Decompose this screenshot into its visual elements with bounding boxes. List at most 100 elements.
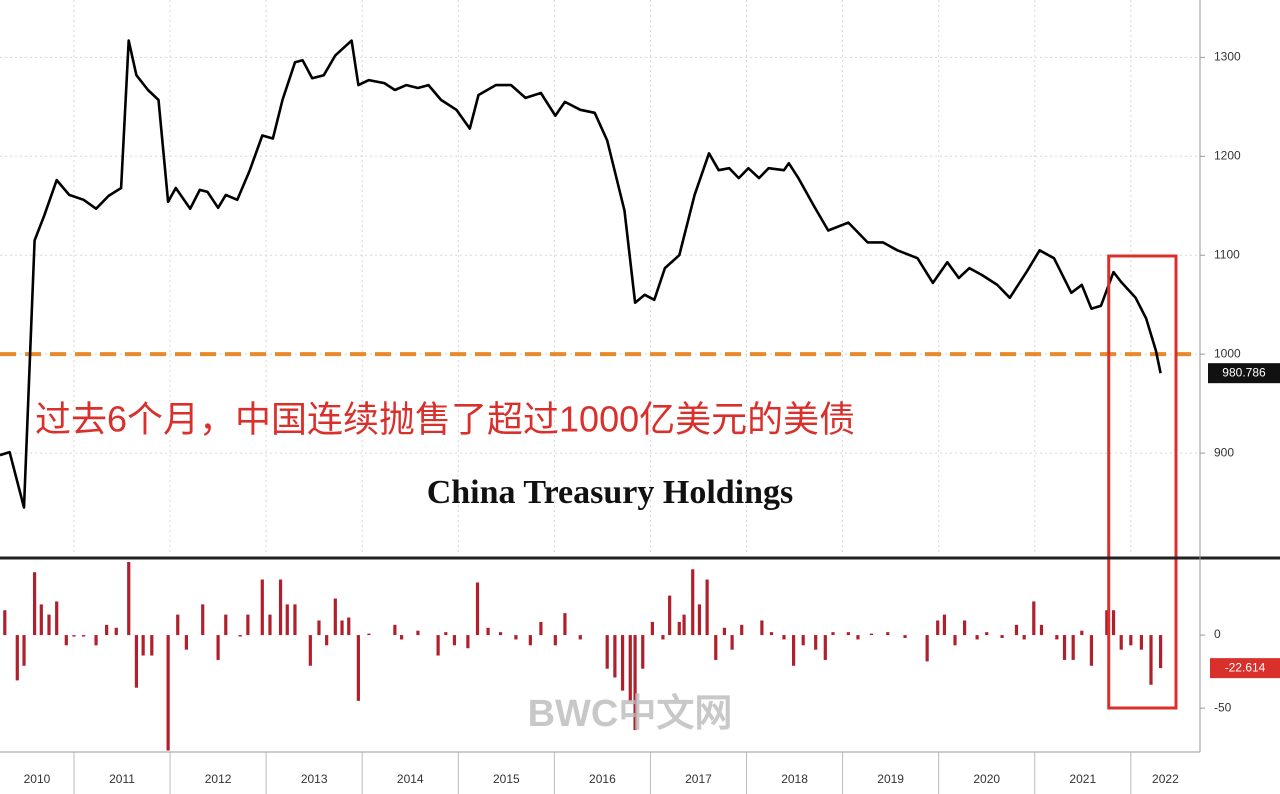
last-value-label: 980.786 [1222,365,1266,379]
bar [740,624,744,636]
bar [498,632,503,636]
last-value-label: -22.614 [1225,660,1266,674]
bar [697,604,702,636]
bar [72,635,76,637]
bar [356,635,360,701]
bar [1014,624,1019,636]
bar [760,620,764,636]
bar [246,614,250,636]
bar [1111,610,1116,636]
x-tick-label: 2016 [589,772,616,786]
bar [1080,630,1084,636]
bar [184,635,188,650]
bar [367,633,371,636]
bar [32,572,37,636]
x-tick-label: 2010 [24,772,51,786]
bar [393,624,397,636]
bar [730,635,734,650]
bar [400,635,404,640]
bar [628,635,632,701]
bar [260,579,264,636]
bar [528,635,532,646]
bar [661,635,665,640]
watermark: BWC中文网 [528,693,733,735]
bar [682,614,686,636]
y-tick-label: 0 [1214,627,1221,641]
bar [114,627,118,636]
bar [633,635,637,731]
bar [1022,635,1026,640]
bar [105,624,109,636]
bar [1149,635,1153,685]
y-tick-label: 1300 [1214,50,1241,64]
bar [1039,624,1044,636]
last-value-box [1208,363,1280,384]
bar [553,635,557,646]
bar [722,627,727,636]
bar [1032,601,1036,636]
bar [563,613,567,636]
line-series [0,39,1162,509]
bar [1089,635,1094,666]
x-tick-label: 2012 [205,772,232,786]
bar [1139,635,1143,650]
highlight-box [1107,254,1178,710]
bar [714,635,718,660]
bar [705,579,709,636]
bar [514,635,518,640]
bar [668,595,672,636]
bar [340,620,344,636]
bar [801,635,805,646]
bar [55,601,59,636]
bar [846,632,850,636]
bar [925,635,929,662]
bar [985,632,989,636]
bar [134,635,139,688]
bar [466,635,470,649]
last-value-box [1210,658,1280,679]
bar [293,604,297,636]
bar [333,598,337,636]
x-tick-label: 2019 [877,772,904,786]
bar [1000,635,1004,638]
x-tick-label: 2014 [397,772,424,786]
bar [486,627,490,636]
bar [1129,635,1133,646]
bar [769,632,774,636]
bar [791,635,796,666]
bar [224,614,228,636]
bar [641,635,645,669]
bar [869,633,874,636]
bar [823,635,827,660]
x-tick-label: 2013 [301,772,328,786]
bar [886,632,890,636]
x-tick-label: 2011 [109,772,135,786]
bar [942,614,947,636]
y-tick-label: 1100 [1214,247,1240,261]
bar [47,614,51,636]
bar [127,562,131,636]
bar [691,569,695,636]
bar [22,635,26,666]
bar [975,635,979,640]
x-tick-label: 2017 [685,772,712,786]
bar [1105,610,1109,636]
bar [814,635,818,650]
bar [3,610,7,636]
bar [64,635,68,646]
bar [605,635,609,669]
bar [268,614,272,636]
bar [475,582,480,636]
bar [216,635,220,660]
bar [677,621,681,636]
chart-title: China Treasury Holdings [427,474,794,511]
bar [452,635,457,646]
bar [94,635,98,646]
bar [141,635,145,656]
bar [856,635,860,640]
bar [416,630,420,636]
y-tick-label: 900 [1214,445,1234,459]
bar [347,617,351,636]
